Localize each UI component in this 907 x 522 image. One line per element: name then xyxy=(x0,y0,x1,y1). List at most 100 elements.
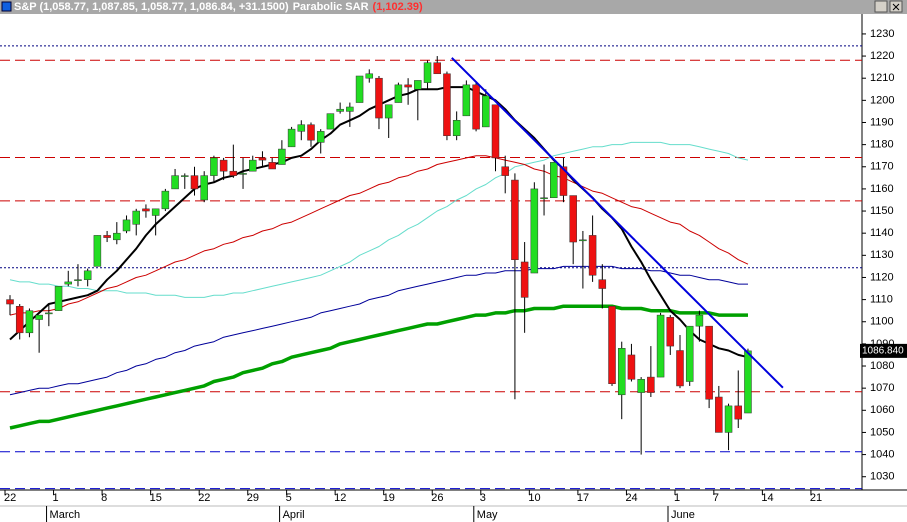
y-tick-label: 1210 xyxy=(870,72,894,84)
candle-body xyxy=(181,175,189,177)
candle-body xyxy=(423,62,432,83)
x-tick-label: 24 xyxy=(625,492,637,504)
candle-body xyxy=(540,197,548,200)
y-tick-label: 1070 xyxy=(870,382,894,394)
candle-body xyxy=(520,261,529,298)
symbol-icon xyxy=(1,1,12,12)
candle-body xyxy=(666,317,675,347)
candle-body xyxy=(346,106,354,112)
y-tick-label: 1180 xyxy=(870,139,894,151)
candle-body xyxy=(132,210,140,225)
candle-body xyxy=(550,162,558,199)
candle-body xyxy=(511,179,519,260)
y-tick-label: 1100 xyxy=(870,316,894,328)
candle-body xyxy=(239,173,247,175)
candle-body xyxy=(219,159,228,172)
x-tick-label: 19 xyxy=(383,492,395,504)
x-tick-label: 3 xyxy=(480,492,486,504)
candle-body xyxy=(122,219,131,232)
title-bar xyxy=(0,0,907,14)
trend-line xyxy=(451,57,784,389)
last-price-label: 1086.840 xyxy=(862,346,904,357)
candle-body xyxy=(491,104,500,159)
moving-average-line xyxy=(9,155,749,316)
candle-body xyxy=(637,379,645,393)
restore-button[interactable] xyxy=(874,0,888,13)
candle-body xyxy=(210,157,218,176)
candle-body xyxy=(326,113,335,130)
candle-body xyxy=(685,325,694,382)
close-icon xyxy=(892,3,900,11)
candle-body xyxy=(190,175,199,190)
candle-body xyxy=(462,84,471,117)
candle-body xyxy=(161,190,170,210)
x-tick-label: 1 xyxy=(53,492,59,504)
candle-body xyxy=(6,299,14,305)
x-tick-label: 29 xyxy=(247,492,259,504)
x-tick-label: 26 xyxy=(431,492,443,504)
candle-body xyxy=(598,279,607,289)
candle-body xyxy=(103,235,111,238)
candle-body xyxy=(287,128,296,148)
candle-body xyxy=(365,73,374,79)
candle-body xyxy=(588,235,597,276)
candle-body xyxy=(452,120,461,137)
y-tick-label: 1110 xyxy=(870,294,893,306)
candle-body xyxy=(676,350,684,387)
y-tick-label: 1050 xyxy=(870,426,894,438)
candle-body xyxy=(627,354,636,380)
candle-body xyxy=(74,279,82,281)
y-tick-label: 1160 xyxy=(870,183,894,195)
candle-body xyxy=(744,350,752,414)
y-tick-label: 1130 xyxy=(870,249,894,261)
candle-body xyxy=(258,157,267,161)
y-tick-label: 1140 xyxy=(870,227,894,239)
y-tick-label: 1080 xyxy=(870,360,894,372)
candle-body xyxy=(647,376,655,393)
candle-body xyxy=(151,208,160,216)
y-tick-label: 1230 xyxy=(870,28,894,40)
candle-body xyxy=(695,314,704,327)
candle-body xyxy=(375,77,383,119)
y-tick-label: 1150 xyxy=(870,205,894,217)
candle-body xyxy=(569,195,577,243)
candle-body xyxy=(268,162,276,170)
candle-body xyxy=(414,80,422,90)
candle-body xyxy=(501,166,509,176)
x-tick-label: 7 xyxy=(713,492,719,504)
x-tick-label: 21 xyxy=(810,492,822,504)
plot-area xyxy=(0,45,862,490)
candle-body xyxy=(443,73,451,137)
candle-body xyxy=(617,348,626,396)
chart-title: S&P (1,058.77, 1,087.85, 1,058.77, 1,086… xyxy=(14,1,423,13)
candle-body xyxy=(15,305,24,334)
candle-body xyxy=(93,235,102,267)
x-tick-label: 15 xyxy=(150,492,162,504)
candle-body xyxy=(336,108,344,112)
candle-body xyxy=(278,148,286,165)
month-label: April xyxy=(283,509,305,521)
candle-body xyxy=(45,312,53,315)
candle-body xyxy=(715,396,723,433)
candle-body xyxy=(35,314,43,320)
y-tick-label: 1060 xyxy=(870,404,894,416)
candle-body xyxy=(724,405,733,433)
x-tick-label: 22 xyxy=(4,492,16,504)
y-tick-label: 1040 xyxy=(870,448,894,460)
candle-body xyxy=(384,104,393,119)
y-tick-label: 1030 xyxy=(870,471,894,483)
candle-body xyxy=(113,232,121,241)
candle-body xyxy=(608,305,616,384)
candle-body xyxy=(297,124,306,132)
x-tick-label: 17 xyxy=(577,492,589,504)
candle-body xyxy=(25,310,34,334)
candle-body xyxy=(316,131,325,143)
candle-body xyxy=(433,62,441,75)
candle-body xyxy=(472,84,480,130)
candle-body xyxy=(171,175,179,190)
y-tick-label: 1170 xyxy=(870,161,894,173)
candle-body xyxy=(64,281,73,285)
window-buttons xyxy=(874,0,903,13)
